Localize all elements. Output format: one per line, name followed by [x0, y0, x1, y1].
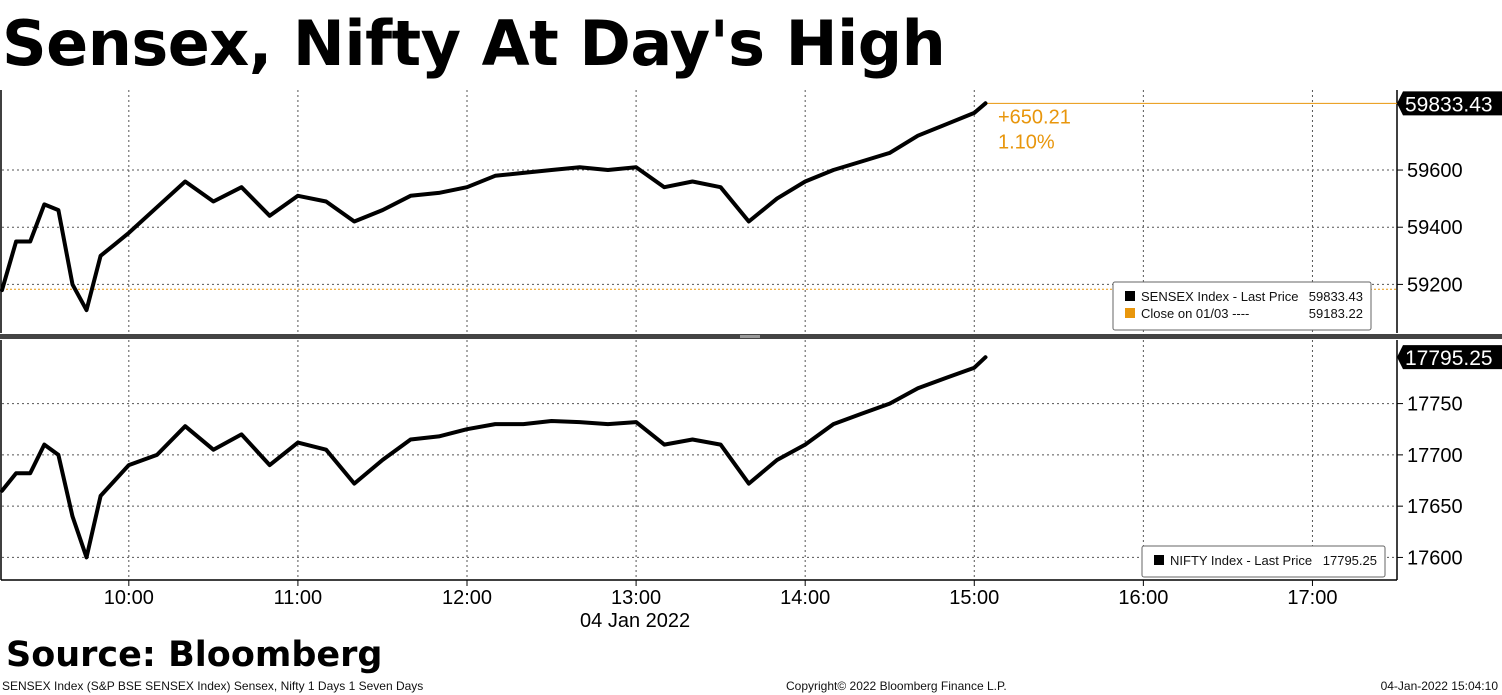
series-line-nifty — [0, 355, 988, 560]
legend-box — [1141, 545, 1386, 578]
x-tick-label: 15:00 — [949, 587, 999, 609]
y-tick-label: 17700 — [1407, 445, 1463, 467]
reference-layer: +650.21 1.10% — [2, 102, 1502, 290]
legend-swatch — [1154, 555, 1164, 565]
source-label: Source: Bloomberg — [6, 635, 383, 675]
legend-value: 59183.22 — [1309, 306, 1363, 321]
last-value-label: 59833.43 — [1405, 93, 1493, 116]
legend-value: 17795.25 — [1323, 553, 1377, 568]
x-tick-label: 13:00 — [611, 587, 661, 609]
last-value-badge — [1397, 91, 1502, 116]
legend-box — [1112, 281, 1372, 331]
chart-title: Sensex, Nifty At Day's High — [2, 7, 946, 80]
change-pct-label: 1.10% — [998, 131, 1055, 153]
legend-value: 59833.43 — [1309, 289, 1363, 304]
x-tick-label: 12:00 — [442, 587, 492, 609]
x-tick-label: 14:00 — [780, 587, 830, 609]
change-label: +650.21 — [998, 106, 1071, 128]
chart-frame — [0, 90, 1502, 580]
legend-label: SENSEX Index - Last Price — [1141, 289, 1299, 304]
x-tick-label: 17:00 — [1287, 587, 1337, 609]
series-layer — [0, 101, 988, 560]
x-tick-label: 11:00 — [274, 587, 323, 609]
x-tick-label: 16:00 — [1118, 587, 1168, 609]
last-value-badge — [1397, 345, 1502, 370]
legend-label: Close on 01/03 ---- — [1141, 306, 1249, 321]
legend-layer: SENSEX Index - Last Price 59833.43 Close o… — [1112, 281, 1386, 578]
legend-swatch — [1125, 291, 1135, 301]
y-tick-label: 17600 — [1407, 547, 1463, 569]
footer-timestamp: 04-Jan-2022 15:04:10 — [1380, 679, 1498, 693]
y-tick-label: 59400 — [1407, 217, 1463, 239]
y-tick-label: 17750 — [1407, 394, 1463, 416]
panel-divider-handle — [740, 335, 760, 338]
x-date-label: 04 Jan 2022 — [580, 610, 690, 632]
footer-left: SENSEX Index (S&P BSE SENSEX Index) Sens… — [2, 679, 424, 693]
legend-label: NIFTY Index - Last Price — [1170, 553, 1312, 568]
x-tick-label: 10:00 — [104, 587, 154, 609]
y-tick-label: 17650 — [1407, 496, 1463, 518]
footer-copyright: Copyright© 2022 Bloomberg Finance L.P. — [786, 679, 1007, 693]
last-value-label: 17795.25 — [1405, 347, 1493, 370]
y-tick-label: 59200 — [1407, 274, 1463, 296]
y-tick-label: 59600 — [1407, 160, 1463, 182]
series-line-sensex — [0, 101, 988, 313]
legend-swatch — [1125, 308, 1135, 318]
grid-layer — [2, 90, 1397, 580]
axis-layer: 59200 59400 59600 59833.43 17600 17650 17700 17… — [1, 91, 1502, 632]
